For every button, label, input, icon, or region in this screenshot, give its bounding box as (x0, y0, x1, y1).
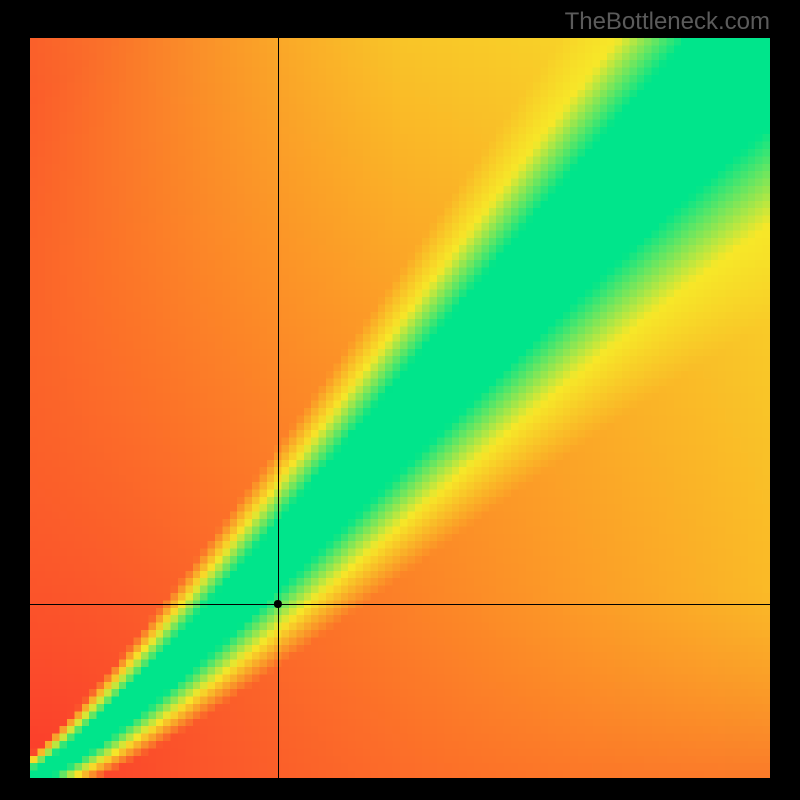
crosshair-overlay (30, 38, 770, 778)
watermark-text: TheBottleneck.com (565, 8, 770, 36)
chart-frame: TheBottleneck.com (0, 0, 800, 800)
